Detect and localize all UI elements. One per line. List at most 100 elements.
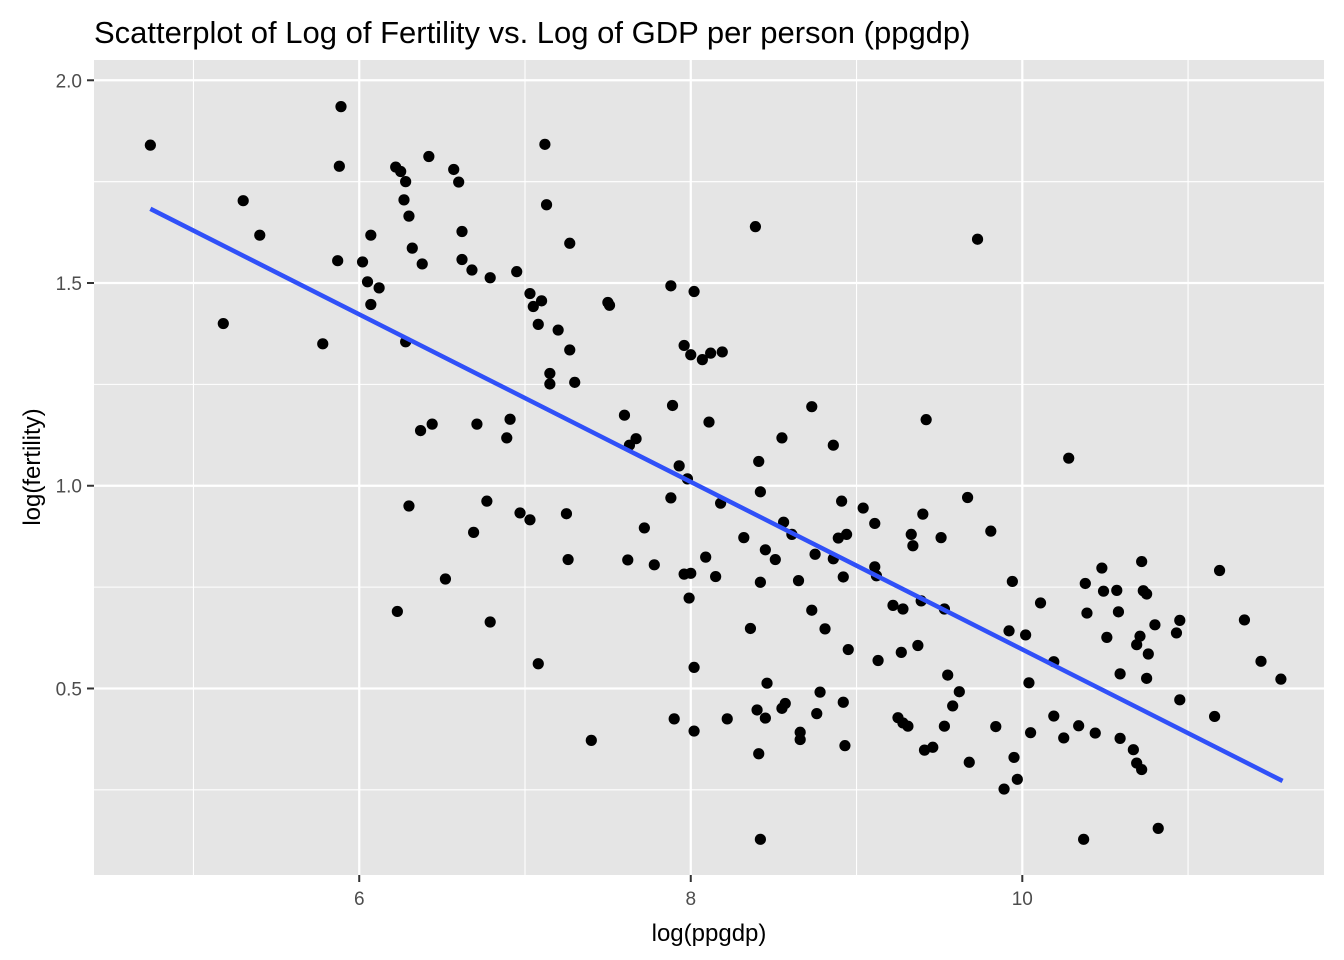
data-point bbox=[678, 339, 690, 352]
y-tick-label: 1.5 bbox=[56, 274, 82, 295]
data-point bbox=[938, 720, 950, 732]
data-point bbox=[1174, 614, 1186, 626]
data-point bbox=[237, 195, 249, 207]
data-point bbox=[985, 525, 997, 537]
data-point bbox=[1141, 588, 1153, 600]
data-point bbox=[1136, 763, 1148, 776]
data-point bbox=[998, 783, 1010, 795]
y-axis-title: log(fertility) bbox=[19, 408, 46, 525]
x-tick-label: 8 bbox=[685, 889, 696, 910]
data-point bbox=[468, 526, 480, 538]
data-point bbox=[532, 658, 544, 670]
data-point bbox=[920, 414, 932, 426]
data-point bbox=[827, 439, 839, 451]
data-point bbox=[754, 576, 766, 588]
data-point bbox=[751, 704, 763, 716]
data-point bbox=[971, 233, 984, 245]
data-point bbox=[990, 720, 1002, 733]
data-point bbox=[484, 616, 496, 628]
data-point bbox=[439, 573, 452, 585]
data-point bbox=[373, 282, 385, 294]
data-point bbox=[361, 276, 374, 288]
data-point bbox=[1170, 627, 1183, 639]
data-point bbox=[1127, 744, 1139, 756]
data-point bbox=[963, 756, 975, 768]
data-point bbox=[403, 210, 415, 222]
data-point bbox=[398, 194, 410, 206]
data-point bbox=[1174, 694, 1186, 706]
data-point bbox=[738, 532, 750, 544]
data-point bbox=[716, 346, 728, 358]
data-point bbox=[622, 554, 634, 566]
scatter-points bbox=[144, 101, 1287, 845]
x-axis-title: log(ppgdp) bbox=[652, 920, 767, 947]
data-point bbox=[471, 418, 483, 430]
data-point bbox=[749, 221, 762, 233]
data-point bbox=[391, 605, 403, 618]
data-point bbox=[1081, 607, 1093, 619]
data-point bbox=[535, 295, 548, 307]
data-point bbox=[673, 460, 685, 472]
data-point bbox=[912, 639, 924, 652]
data-point bbox=[1023, 677, 1035, 689]
minor-gridlines bbox=[94, 60, 1324, 875]
chart-title: Scatterplot of Log of Fertility vs. Log … bbox=[94, 15, 971, 50]
y-tick-label: 1.0 bbox=[56, 477, 82, 498]
data-point bbox=[776, 432, 788, 444]
data-point bbox=[1020, 629, 1032, 641]
data-point bbox=[456, 225, 468, 238]
data-point bbox=[688, 725, 700, 737]
data-point bbox=[560, 508, 573, 520]
data-point bbox=[569, 376, 581, 388]
data-point bbox=[527, 300, 539, 313]
data-point bbox=[811, 708, 823, 720]
data-point bbox=[703, 416, 715, 428]
data-point bbox=[779, 697, 791, 710]
data-point bbox=[869, 561, 881, 573]
data-point bbox=[356, 256, 369, 268]
data-point bbox=[917, 508, 929, 520]
data-point bbox=[1006, 575, 1018, 588]
x-tick-label: 10 bbox=[1012, 889, 1033, 910]
data-point bbox=[1134, 630, 1146, 642]
data-point bbox=[837, 696, 849, 708]
data-point bbox=[217, 317, 229, 330]
data-point bbox=[1079, 577, 1091, 590]
data-point bbox=[666, 399, 679, 412]
data-point bbox=[144, 139, 156, 151]
data-point bbox=[1136, 555, 1148, 568]
data-point bbox=[317, 338, 329, 350]
data-point bbox=[1114, 732, 1126, 744]
data-point bbox=[1011, 773, 1023, 785]
data-point bbox=[753, 748, 765, 760]
data-point bbox=[1096, 562, 1108, 574]
data-point bbox=[524, 514, 536, 526]
data-point bbox=[1208, 710, 1221, 723]
y-tick-label: 0.5 bbox=[56, 679, 82, 700]
data-point bbox=[839, 740, 851, 752]
data-point bbox=[927, 741, 939, 753]
data-point bbox=[1275, 673, 1287, 685]
data-point bbox=[514, 507, 526, 519]
data-point bbox=[466, 264, 478, 276]
data-point bbox=[721, 713, 733, 725]
data-point bbox=[544, 378, 556, 390]
data-point bbox=[618, 409, 631, 421]
data-point bbox=[484, 272, 496, 284]
data-point bbox=[406, 242, 418, 254]
data-point bbox=[453, 176, 465, 188]
data-point bbox=[1101, 631, 1113, 643]
data-point bbox=[524, 287, 536, 300]
data-point bbox=[564, 237, 576, 249]
data-point bbox=[842, 643, 854, 656]
data-point bbox=[423, 150, 435, 163]
data-point bbox=[540, 199, 553, 211]
data-point bbox=[819, 623, 831, 635]
data-point bbox=[902, 720, 914, 732]
data-point bbox=[630, 433, 642, 445]
data-point bbox=[1058, 732, 1070, 744]
data-point bbox=[895, 646, 907, 658]
data-point bbox=[1089, 727, 1101, 739]
data-point bbox=[794, 733, 806, 746]
